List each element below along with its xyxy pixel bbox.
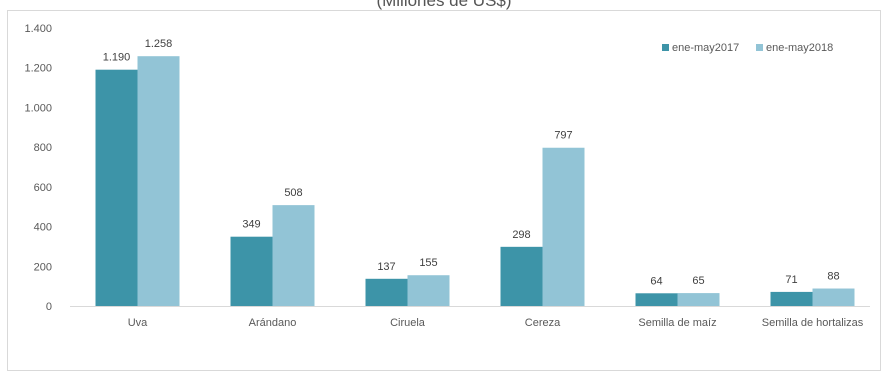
y-tick-label: 400 [34,222,52,234]
data-label: 797 [554,130,572,142]
bar [95,69,138,306]
legend-label: ene-may2018 [766,42,833,54]
data-label: 64 [650,275,662,287]
bars [95,56,855,306]
bar [542,147,585,306]
y-tick-label: 0 [46,301,52,313]
bar [137,56,180,306]
data-labels: 1.190 1.258 349 508 137 155 298 797 64 65 71 88 [103,38,840,287]
data-label: 1.190 [103,52,131,64]
bar [677,293,720,306]
legend: ene-may2017 ene-may2018 [662,42,833,54]
category-label: Uva [128,317,148,329]
y-tick-label: 600 [34,182,52,194]
bar [365,278,408,306]
bar [407,275,450,306]
chart-frame [7,10,881,371]
category-label: Semilla de hortalizas [762,317,864,329]
bar [272,205,315,306]
legend-swatch [756,44,763,51]
bar [635,293,678,306]
data-label: 137 [377,261,395,273]
category-label: Cereza [525,317,561,329]
data-label: 298 [512,229,530,241]
y-axis: 0 200 400 600 800 1.000 1.200 1.400 [24,23,52,313]
data-label: 508 [284,187,302,199]
y-tick-label: 1.200 [24,63,52,75]
data-label: 155 [419,257,437,269]
bar [230,236,273,306]
y-tick-label: 1.400 [24,23,52,35]
data-label: 65 [692,275,704,287]
y-tick-label: 200 [34,261,52,273]
data-label: 1.258 [145,38,173,50]
category-label: Semilla de maíz [638,317,716,329]
category-label: Ciruela [390,317,426,329]
bar [812,288,855,306]
bar [770,291,813,306]
legend-swatch [662,44,669,51]
legend-label: ene-may2017 [672,42,739,54]
chart-title: (Millones de US$) [376,0,512,10]
bar [500,246,543,306]
category-label: Arándano [249,317,297,329]
y-tick-label: 1.000 [24,102,52,114]
data-label: 71 [785,274,797,286]
data-label: 88 [827,271,839,283]
y-tick-label: 800 [34,142,52,154]
data-label: 349 [242,219,260,231]
x-axis: Uva Arándano Ciruela Cereza Semilla de maíz S… [70,306,870,329]
